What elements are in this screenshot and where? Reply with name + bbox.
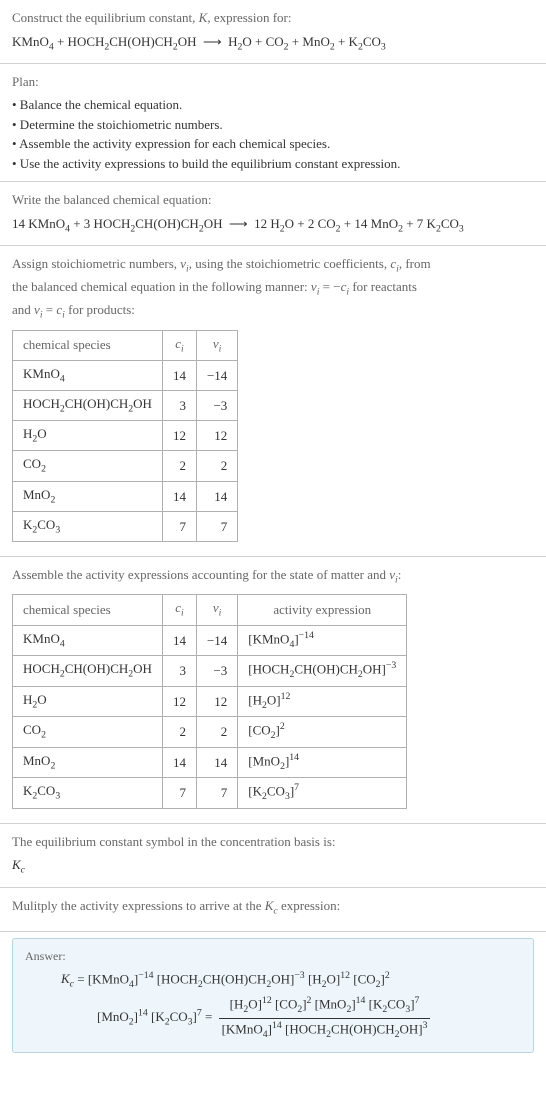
cell-activity: [CO2]2	[238, 717, 407, 748]
table-row: K2CO3 7 7 [K2CO3]7	[13, 778, 407, 809]
cell-activity: [H2O]12	[238, 686, 407, 717]
cell-nui: 2	[196, 451, 237, 481]
cell-species: MnO2	[13, 481, 163, 511]
cell-species: K2CO3	[13, 778, 163, 809]
balanced-heading: Write the balanced chemical equation:	[12, 190, 534, 210]
cell-species: CO2	[13, 717, 163, 748]
kc-symbol-intro: The equilibrium constant symbol in the c…	[12, 832, 534, 852]
table-header-row: chemical species ci νi	[13, 330, 238, 360]
cell-ci: 2	[162, 717, 196, 748]
table-row: H2O 12 12	[13, 421, 238, 451]
plan-heading: Plan:	[12, 72, 534, 92]
table-row: HOCH2CH(OH)CH2OH 3 −3	[13, 391, 238, 421]
cell-ci: 14	[162, 360, 196, 390]
cell-activity: [K2CO3]7	[238, 778, 407, 809]
activity-intro: Assemble the activity expressions accoun…	[12, 565, 534, 588]
cell-species: CO2	[13, 451, 163, 481]
multiply-heading: Mulitply the activity expressions to arr…	[12, 896, 534, 919]
table-row: HOCH2CH(OH)CH2OH 3 −3 [HOCH2CH(OH)CH2OH]…	[13, 656, 407, 687]
cell-species: HOCH2CH(OH)CH2OH	[13, 391, 163, 421]
col-species: chemical species	[13, 330, 163, 360]
stoich-table: chemical species ci νi KMnO4 14 −14 HOCH…	[12, 330, 238, 543]
cell-species: HOCH2CH(OH)CH2OH	[13, 656, 163, 687]
table-row: KMnO4 14 −14 [KMnO4]−14	[13, 625, 407, 656]
problem-statement: Construct the equilibrium constant, K, e…	[0, 0, 546, 64]
stoich-intro: Assign stoichiometric numbers, νi, using…	[12, 254, 534, 324]
cell-ci: 12	[162, 421, 196, 451]
kc-symbol-section: The equilibrium constant symbol in the c…	[0, 824, 546, 888]
plan-section: Plan: • Balance the chemical equation. •…	[0, 64, 546, 183]
answer-fraction: [H2O]12 [CO2]2 [MnO2]14 [K2CO3]7 [KMnO4]…	[219, 994, 431, 1042]
plan-item: • Balance the chemical equation.	[12, 95, 534, 115]
multiply-section: Mulitply the activity expressions to arr…	[0, 888, 546, 932]
table-row: KMnO4 14 −14	[13, 360, 238, 390]
cell-activity: [MnO2]14	[238, 747, 407, 778]
cell-species: H2O	[13, 686, 163, 717]
cell-species: KMnO4	[13, 625, 163, 656]
cell-nui: 14	[196, 481, 237, 511]
activity-table: chemical species ci νi activity expressi…	[12, 594, 407, 809]
answer-expression: Kc = [KMnO4]−14 [HOCH2CH(OH)CH2OH]−3 [H2…	[25, 969, 521, 1043]
table-row: MnO2 14 14	[13, 481, 238, 511]
cell-nui: −14	[196, 360, 237, 390]
cell-ci: 12	[162, 686, 196, 717]
answer-label: Answer:	[25, 947, 521, 965]
cell-species: MnO2	[13, 747, 163, 778]
table-row: CO2 2 2 [CO2]2	[13, 717, 407, 748]
table-header-row: chemical species ci νi activity expressi…	[13, 595, 407, 625]
cell-activity: [HOCH2CH(OH)CH2OH]−3	[238, 656, 407, 687]
table-row: CO2 2 2	[13, 451, 238, 481]
cell-nui: 12	[196, 686, 237, 717]
table-row: MnO2 14 14 [MnO2]14	[13, 747, 407, 778]
cell-nui: 7	[196, 778, 237, 809]
col-species: chemical species	[13, 595, 163, 625]
balanced-section: Write the balanced chemical equation: 14…	[0, 182, 546, 246]
col-ci: ci	[162, 595, 196, 625]
table-row: K2CO3 7 7	[13, 511, 238, 541]
cell-ci: 14	[162, 747, 196, 778]
plan-list: • Balance the chemical equation. • Deter…	[12, 95, 534, 173]
col-activity: activity expression	[238, 595, 407, 625]
cell-ci: 7	[162, 511, 196, 541]
cell-species: H2O	[13, 421, 163, 451]
cell-species: K2CO3	[13, 511, 163, 541]
stoich-section: Assign stoichiometric numbers, νi, using…	[0, 246, 546, 557]
col-nui: νi	[196, 595, 237, 625]
table-row: H2O 12 12 [H2O]12	[13, 686, 407, 717]
col-ci: ci	[162, 330, 196, 360]
cell-activity: [KMnO4]−14	[238, 625, 407, 656]
cell-nui: −14	[196, 625, 237, 656]
activity-section: Assemble the activity expressions accoun…	[0, 557, 546, 824]
cell-ci: 2	[162, 451, 196, 481]
cell-species: KMnO4	[13, 360, 163, 390]
plan-item: • Use the activity expressions to build …	[12, 154, 534, 174]
cell-nui: 14	[196, 747, 237, 778]
cell-nui: 2	[196, 717, 237, 748]
cell-nui: 12	[196, 421, 237, 451]
col-nui: νi	[196, 330, 237, 360]
cell-nui: −3	[196, 656, 237, 687]
balanced-equation: 14 KMnO4 + 3 HOCH2CH(OH)CH2OH ⟶ 12 H2O +…	[12, 214, 534, 237]
cell-ci: 3	[162, 656, 196, 687]
cell-ci: 14	[162, 481, 196, 511]
kc-symbol: Kc	[12, 855, 534, 878]
problem-heading: Construct the equilibrium constant, K, e…	[12, 8, 534, 28]
cell-ci: 3	[162, 391, 196, 421]
cell-nui: −3	[196, 391, 237, 421]
cell-nui: 7	[196, 511, 237, 541]
plan-item: • Determine the stoichiometric numbers.	[12, 115, 534, 135]
cell-ci: 14	[162, 625, 196, 656]
cell-ci: 7	[162, 778, 196, 809]
plan-item: • Assemble the activity expression for e…	[12, 134, 534, 154]
unbalanced-equation: KMnO4 + HOCH2CH(OH)CH2OH ⟶ H2O + CO2 + M…	[12, 32, 534, 55]
answer-box: Answer: Kc = [KMnO4]−14 [HOCH2CH(OH)CH2O…	[12, 938, 534, 1054]
